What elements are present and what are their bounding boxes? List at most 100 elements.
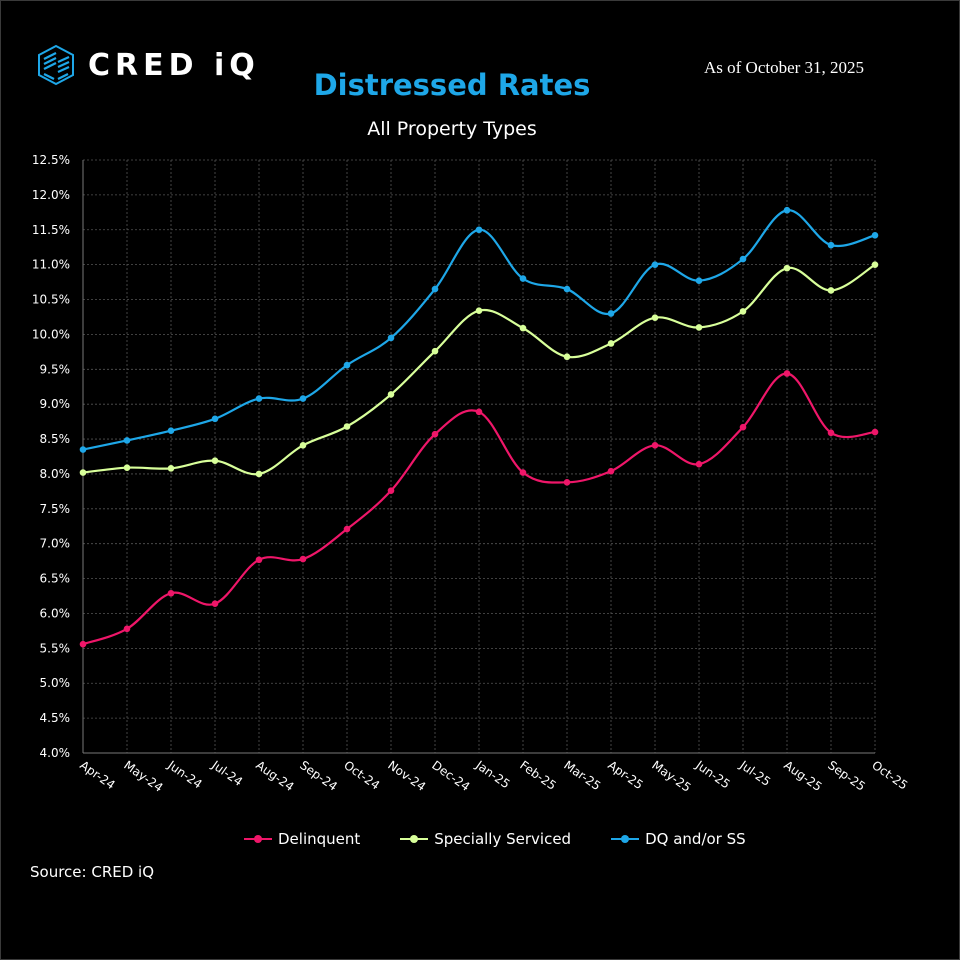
data-point-delinquent <box>167 589 175 597</box>
x-tick-label: Dec-24 <box>429 758 472 794</box>
as-of-date: As of October 31, 2025 <box>704 58 865 77</box>
data-point-delinquent <box>255 556 263 564</box>
chart-legend: Delinquent Specially Serviced DQ and/or … <box>244 830 746 848</box>
data-point-specially-serviced <box>827 287 835 294</box>
x-tick-label: Apr-25 <box>605 758 645 792</box>
data-point-dq-and-or-ss <box>299 395 307 402</box>
data-point-dq-and-or-ss <box>387 334 395 342</box>
source-note: Source: CRED iQ <box>30 863 155 881</box>
data-point-delinquent <box>519 469 527 476</box>
data-point-delinquent <box>123 625 131 633</box>
y-tick-label: 7.5% <box>40 502 71 516</box>
x-tick-label: May-25 <box>649 758 693 795</box>
data-point-delinquent <box>387 487 395 494</box>
x-tick-label: Oct-24 <box>341 758 382 793</box>
line-chart: 4.0% 4.5% 5.0% 5.5% 6.0% 6.5% 7.0% 7.5% 8.0% 8.5%… <box>32 153 910 795</box>
y-tick-label: 9.0% <box>40 397 71 411</box>
data-point-delinquent <box>563 479 571 486</box>
legend-label-delinquent: Delinquent <box>278 830 361 848</box>
y-tick-label: 8.0% <box>40 467 71 481</box>
data-point-dq-and-or-ss <box>519 275 527 282</box>
data-point-delinquent <box>607 467 615 475</box>
data-point-delinquent <box>695 460 703 468</box>
x-tick-label: Aug-25 <box>781 758 824 794</box>
y-tick-label: 11.0% <box>32 258 70 272</box>
data-point-delinquent <box>475 408 483 416</box>
y-tick-label: 10.0% <box>32 327 70 341</box>
x-tick-label: Sep-24 <box>297 758 340 794</box>
data-point-dq-and-or-ss <box>871 232 879 239</box>
y-tick-label: 6.0% <box>40 606 71 620</box>
data-point-dq-and-or-ss <box>739 255 747 263</box>
data-point-dq-and-or-ss <box>607 310 615 317</box>
data-point-delinquent <box>79 640 87 648</box>
legend-item-dq-ss: DQ and/or SS <box>611 830 746 848</box>
data-point-dq-and-or-ss <box>431 285 439 293</box>
data-point-specially-serviced <box>343 423 351 430</box>
x-tick-label: May-24 <box>121 758 165 795</box>
data-point-specially-serviced <box>651 314 659 321</box>
data-point-dq-and-or-ss <box>343 361 351 369</box>
data-point-delinquent <box>783 370 791 377</box>
y-tick-label: 5.0% <box>40 676 71 690</box>
y-tick-label: 8.5% <box>40 432 71 446</box>
data-point-specially-serviced <box>211 457 219 464</box>
data-point-delinquent <box>343 525 351 533</box>
cube-logo-icon <box>38 44 74 86</box>
y-tick-label: 12.0% <box>32 188 70 202</box>
y-tick-label: 9.5% <box>40 362 71 376</box>
data-point-dq-and-or-ss <box>475 226 483 234</box>
data-point-specially-serviced <box>607 340 615 347</box>
y-tick-label: 4.5% <box>40 711 71 725</box>
chart-subtitle: All Property Types <box>367 118 537 140</box>
data-point-dq-and-or-ss <box>651 261 659 268</box>
brand-logo: CRED iQ <box>36 44 260 86</box>
y-tick-label: 12.5% <box>32 153 70 167</box>
data-point-dq-and-or-ss <box>79 446 87 453</box>
y-tick-label: 4.0% <box>40 746 71 760</box>
x-tick-label: Jun-25 <box>692 757 732 791</box>
data-point-delinquent <box>651 442 659 449</box>
data-point-dq-and-or-ss <box>695 277 703 284</box>
data-point-dq-and-or-ss <box>255 395 263 402</box>
data-point-dq-and-or-ss <box>783 206 791 214</box>
x-tick-label: Nov-24 <box>385 758 428 794</box>
data-point-specially-serviced <box>167 465 175 472</box>
y-tick-label: 10.5% <box>32 293 70 307</box>
data-point-delinquent <box>827 429 835 437</box>
data-point-specially-serviced <box>255 470 263 478</box>
data-point-specially-serviced <box>79 469 87 476</box>
legend-swatch-specially-serviced <box>400 835 429 843</box>
data-point-specially-serviced <box>123 464 131 471</box>
legend-item-delinquent: Delinquent <box>244 830 360 848</box>
x-tick-label: Feb-25 <box>517 758 559 793</box>
x-tick-label: Jan-25 <box>472 757 512 791</box>
data-point-delinquent <box>431 430 439 438</box>
data-point-specially-serviced <box>431 347 439 355</box>
legend-label-specially-serviced: Specially Serviced <box>434 830 572 848</box>
data-point-dq-and-or-ss <box>123 437 131 444</box>
data-point-specially-serviced <box>299 442 307 449</box>
x-tick-label: Jul-25 <box>736 757 773 789</box>
data-point-delinquent <box>739 423 747 431</box>
data-point-delinquent <box>871 428 879 436</box>
chart-title: Distressed Rates <box>313 68 591 102</box>
x-tick-label: Jun-24 <box>164 757 204 791</box>
data-point-specially-serviced <box>783 264 791 272</box>
data-point-specially-serviced <box>871 261 879 268</box>
legend-item-specially-serviced: Specially Serviced <box>400 830 571 848</box>
y-tick-label: 5.5% <box>40 641 71 655</box>
legend-swatch-dq-ss <box>611 835 640 843</box>
x-tick-label: Mar-25 <box>561 758 603 793</box>
data-point-dq-and-or-ss <box>167 427 175 434</box>
brand-name: CRED iQ <box>88 47 260 83</box>
legend-label-dq-ss: DQ and/or SS <box>645 830 746 848</box>
legend-swatch-delinquent <box>244 835 272 843</box>
data-point-specially-serviced <box>519 324 527 332</box>
y-tick-label: 11.5% <box>32 223 70 237</box>
x-tick-label: Sep-25 <box>825 758 868 794</box>
data-point-specially-serviced <box>739 308 747 315</box>
data-point-delinquent <box>299 555 307 563</box>
data-point-delinquent <box>211 600 219 608</box>
x-tick-label: Jul-24 <box>208 757 245 789</box>
